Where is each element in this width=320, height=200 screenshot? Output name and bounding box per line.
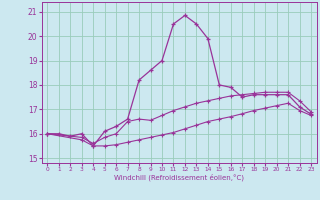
X-axis label: Windchill (Refroidissement éolien,°C): Windchill (Refroidissement éolien,°C) xyxy=(114,174,244,181)
